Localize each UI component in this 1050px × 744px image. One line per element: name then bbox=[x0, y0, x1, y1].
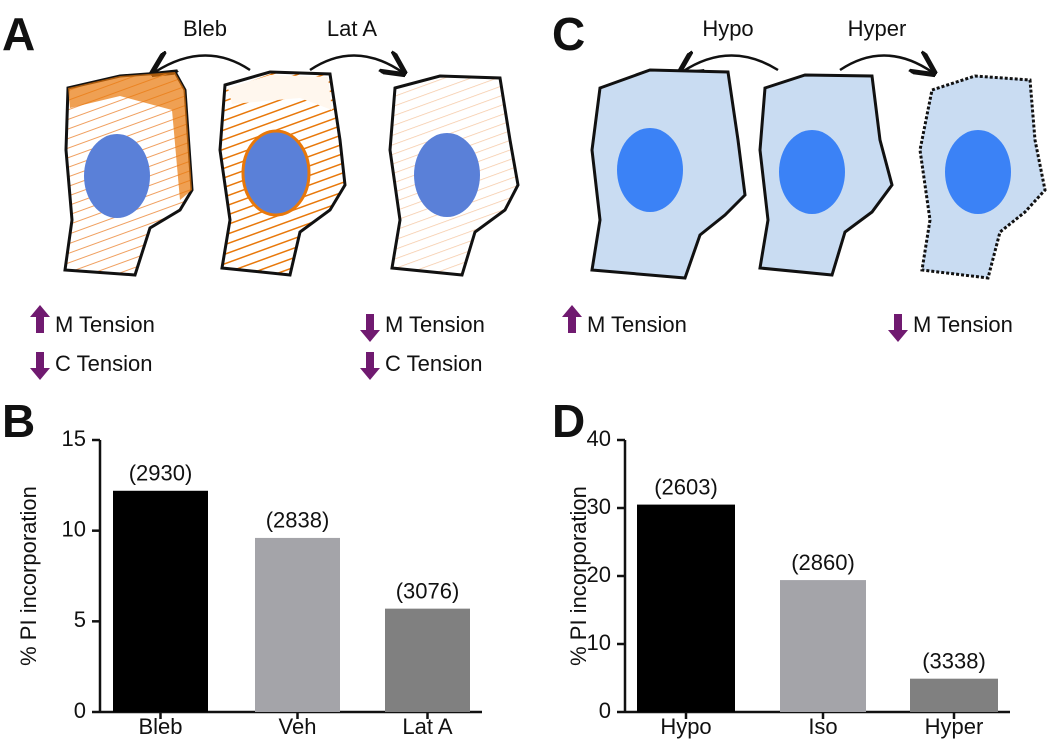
panel-letter: D bbox=[552, 395, 585, 447]
bar bbox=[255, 537, 340, 712]
up-arrow bbox=[30, 305, 50, 333]
x-tick-label: Lat A bbox=[402, 714, 452, 739]
y-tick-label: 0 bbox=[74, 698, 86, 723]
tension-label: M Tension bbox=[587, 312, 687, 337]
cell bbox=[758, 73, 894, 277]
x-tick-label: Hypo bbox=[660, 714, 711, 739]
bar-annotation: (3338) bbox=[922, 648, 986, 673]
bar-annotation: (2930) bbox=[129, 461, 193, 486]
tension-label: M Tension bbox=[913, 312, 1013, 337]
cell bbox=[388, 74, 520, 277]
tension-label: M Tension bbox=[55, 312, 155, 337]
arrow-label: Hypo bbox=[702, 16, 753, 41]
y-tick-label: 20 bbox=[587, 562, 611, 587]
tension-label: C Tension bbox=[385, 351, 482, 376]
arrow-label: Lat A bbox=[327, 16, 377, 41]
panel-letter: C bbox=[552, 8, 585, 60]
x-tick-label: Hyper bbox=[925, 714, 984, 739]
arrow-label: Hyper bbox=[848, 16, 907, 41]
arrow bbox=[309, 55, 402, 72]
down-arrow bbox=[360, 314, 380, 342]
cell bbox=[63, 70, 194, 277]
bar-annotation: (2860) bbox=[791, 550, 855, 575]
x-tick-label: Iso bbox=[808, 714, 837, 739]
bar bbox=[637, 504, 735, 712]
y-axis-label: % PI incorporation bbox=[16, 486, 41, 666]
arrow bbox=[682, 55, 779, 72]
bar bbox=[385, 608, 470, 712]
cell bbox=[918, 74, 1047, 280]
arrow bbox=[839, 55, 932, 72]
arrow-label: Bleb bbox=[183, 16, 227, 41]
y-tick-label: 15 bbox=[62, 426, 86, 451]
bar bbox=[113, 490, 208, 712]
bar-annotation: (3076) bbox=[396, 578, 460, 603]
panel-letter: B bbox=[2, 395, 35, 447]
down-arrow bbox=[30, 352, 50, 380]
y-tick-label: 0 bbox=[599, 698, 611, 723]
cell bbox=[590, 68, 747, 280]
down-arrow bbox=[888, 314, 908, 342]
y-tick-label: 10 bbox=[62, 516, 86, 541]
y-tick-label: 40 bbox=[587, 426, 611, 451]
y-tick-label: 30 bbox=[587, 494, 611, 519]
y-axis-label: % PI incorporation bbox=[566, 486, 591, 666]
x-tick-label: Veh bbox=[279, 714, 317, 739]
cell bbox=[218, 70, 347, 277]
bar bbox=[910, 678, 998, 712]
x-tick-label: Bleb bbox=[138, 714, 182, 739]
bar-annotation: (2838) bbox=[266, 508, 330, 533]
arrow bbox=[155, 55, 251, 72]
y-tick-label: 5 bbox=[74, 607, 86, 632]
panel-letter: A bbox=[2, 8, 35, 60]
y-tick-label: 10 bbox=[587, 630, 611, 655]
down-arrow bbox=[360, 352, 380, 380]
tension-label: C Tension bbox=[55, 351, 152, 376]
bar-annotation: (2603) bbox=[654, 474, 718, 499]
bar bbox=[780, 580, 866, 712]
up-arrow bbox=[562, 305, 582, 333]
tension-label: M Tension bbox=[385, 312, 485, 337]
